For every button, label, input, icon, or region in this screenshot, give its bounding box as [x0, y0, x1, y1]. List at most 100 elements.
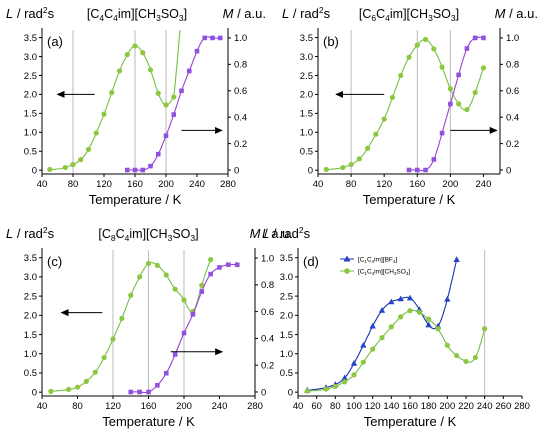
- data-point: [370, 346, 376, 352]
- y-tick-label-right: 0.6: [506, 86, 519, 97]
- data-point: [155, 382, 160, 388]
- data-point: [155, 90, 161, 96]
- data-point: [340, 164, 346, 171]
- data-point: [140, 167, 146, 173]
- x-tick-label: 260: [495, 401, 511, 412]
- legend-entry: [C1C4im][BF4]: [358, 256, 397, 264]
- data-point: [398, 72, 404, 79]
- data-point: [341, 374, 348, 381]
- data-point: [62, 164, 68, 171]
- y-tick-label-left: 1.5: [280, 330, 293, 341]
- y-tick-label-left: 2.5: [280, 291, 293, 302]
- chart-title: [C6C4im][CH3SO3]: [359, 7, 459, 23]
- y-tick-label-left: 2.0: [280, 311, 293, 322]
- x-tick-label: 200: [442, 179, 458, 190]
- data-point: [137, 389, 142, 395]
- data-point: [360, 359, 366, 365]
- y-tick-label-left: 0.5: [280, 368, 293, 379]
- data-point: [388, 324, 394, 330]
- data-point: [463, 358, 469, 365]
- y-tick-label-left: 1.0: [280, 349, 293, 360]
- x-tick-label: 60: [311, 401, 322, 412]
- y-tick-label-left: 2.5: [300, 71, 313, 82]
- y-tick-label-left: 2.0: [300, 90, 313, 101]
- y-tick-label-right: 0.8: [234, 60, 247, 71]
- x-tick-label: 160: [127, 179, 143, 190]
- data-point: [74, 384, 81, 390]
- chart-panel-b: 40 80 120 160 200 240 0 0.5 1.0 1.5 2.0 2.5 3.0 3.5 0 0…: [282, 5, 538, 207]
- x-tick-label: 280: [247, 401, 263, 412]
- y-tick-label-left: 2.0: [24, 90, 37, 101]
- data-point: [208, 271, 213, 277]
- data-point: [481, 35, 486, 41]
- data-point: [145, 260, 152, 267]
- y-tick-label-left: 1.0: [24, 128, 37, 139]
- y-tick-label-right: 0.4: [261, 334, 274, 345]
- data-point: [398, 314, 404, 320]
- y-tick-label-right: 0.6: [261, 307, 274, 318]
- data-point: [172, 352, 178, 357]
- data-point: [109, 89, 115, 96]
- data-point: [365, 145, 371, 151]
- x-axis-label: Temperature / K: [364, 414, 457, 429]
- data-point: [379, 335, 385, 341]
- y-tick-label-right: 0.8: [261, 280, 274, 291]
- panel-label: (c): [47, 254, 62, 269]
- y-tick-label-left: 0.5: [300, 147, 313, 158]
- data-point: [47, 166, 53, 173]
- data-point: [181, 297, 187, 303]
- y-tick-label-left: 0.5: [24, 368, 37, 379]
- data-point: [163, 272, 169, 278]
- data-point: [447, 86, 453, 92]
- x-tick-label: 240: [477, 401, 493, 412]
- data-point: [163, 370, 169, 376]
- series-line: [49, 29, 181, 171]
- data-point: [350, 360, 358, 366]
- data-point: [378, 307, 386, 313]
- data-point: [226, 262, 231, 268]
- x-tick-label: 100: [346, 401, 362, 412]
- data-point: [332, 383, 338, 389]
- series-line: [127, 36, 221, 171]
- x-tick-label: 180: [421, 401, 437, 412]
- y-tick-label-left: 3.0: [24, 52, 37, 63]
- data-point: [78, 157, 84, 163]
- data-point: [439, 130, 445, 136]
- data-point: [453, 256, 460, 263]
- x-tick-label: 120: [96, 179, 112, 190]
- data-point: [92, 369, 98, 375]
- y-tick-label-right: 1.0: [261, 253, 274, 264]
- y-axis-label-left: L / rad2s: [6, 225, 55, 241]
- data-point: [304, 388, 310, 394]
- y-tick-label-right: 0.2: [506, 139, 519, 150]
- x-tick-label: 280: [220, 179, 236, 190]
- y-tick-label-left: 3.5: [24, 33, 37, 44]
- data-point: [454, 353, 460, 359]
- series-line: [50, 259, 212, 392]
- x-axis-label: Temperature / K: [102, 414, 195, 429]
- data-point: [181, 330, 187, 336]
- data-point: [414, 42, 420, 48]
- data-point: [110, 336, 116, 342]
- data-point: [373, 131, 379, 137]
- data-point: [154, 262, 160, 268]
- data-point: [48, 388, 54, 394]
- data-point: [472, 89, 478, 96]
- x-tick-label: 160: [402, 401, 418, 412]
- data-point: [190, 311, 196, 317]
- x-tick-label: 160: [409, 179, 425, 190]
- data-point: [132, 167, 138, 173]
- y-axis-label-left: L / rad2s: [6, 5, 55, 21]
- x-axis-label: Temperature / K: [89, 192, 182, 207]
- y-tick-label-right: 0.2: [234, 139, 247, 150]
- x-tick-label: 200: [439, 401, 455, 412]
- data-point: [217, 35, 223, 41]
- data-point: [323, 166, 329, 173]
- y-tick-label-left: 0: [288, 387, 293, 398]
- y-tick-label-left: 2.5: [24, 71, 37, 82]
- data-point: [124, 167, 130, 173]
- x-tick-label: 240: [476, 179, 492, 190]
- y-tick-label-left: 3.5: [280, 253, 293, 264]
- data-point: [348, 161, 354, 168]
- y-tick-label-right: 0.8: [506, 60, 519, 71]
